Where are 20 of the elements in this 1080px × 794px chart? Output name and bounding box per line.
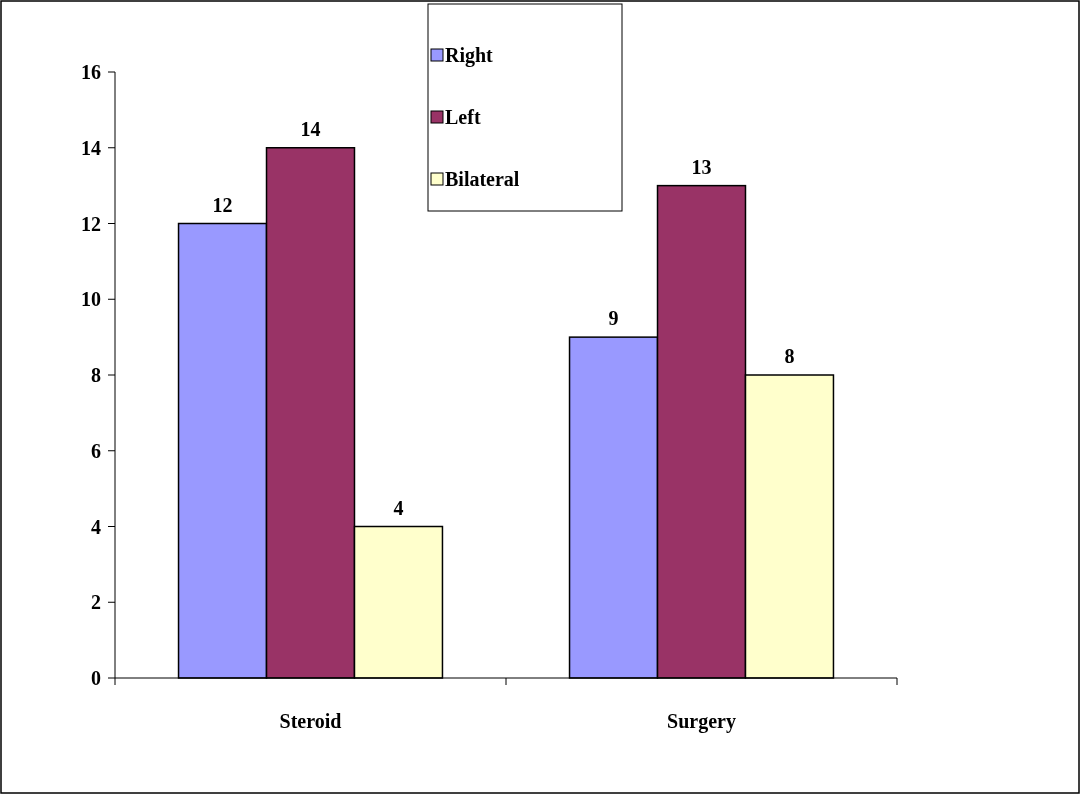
legend-label: Bilateral [445, 168, 520, 190]
y-tick-label: 14 [81, 136, 101, 159]
x-tick-label: Surgery [667, 710, 736, 733]
y-tick-label: 0 [91, 667, 101, 689]
y-tick-label: 12 [81, 212, 101, 235]
data-label: 12 [212, 193, 233, 216]
y-tick-label: 8 [91, 364, 101, 386]
x-tick-label: Steroid [279, 710, 342, 732]
y-tick-label: 2 [91, 591, 101, 614]
data-label: 9 [608, 307, 619, 330]
legend-label: Right [445, 44, 494, 67]
y-tick-label: 10 [81, 288, 101, 311]
data-label: 4 [393, 496, 404, 519]
data-label: 13 [691, 155, 712, 178]
y-tick-label: 16 [81, 61, 101, 83]
y-tick-label: 4 [91, 515, 101, 538]
y-tick-label: 6 [91, 439, 101, 462]
legend-label: Left [445, 106, 481, 128]
data-label: 8 [784, 345, 795, 367]
data-label: 14 [300, 117, 321, 140]
